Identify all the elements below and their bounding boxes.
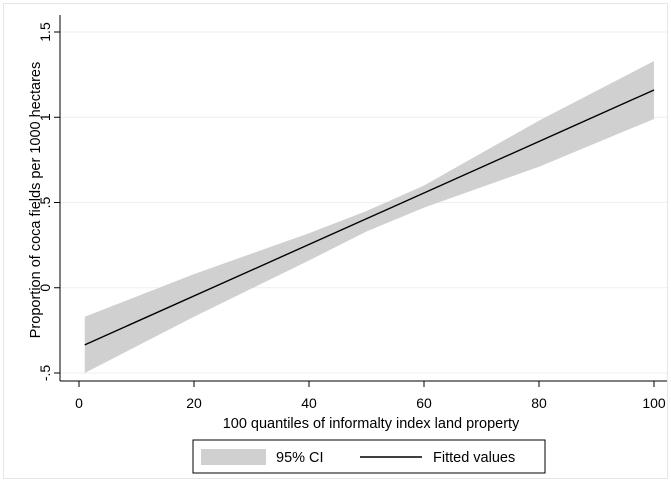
legend: 95% CI Fitted values: [192, 439, 546, 474]
legend-label-ci: 95% CI: [276, 450, 324, 466]
x-tick-label: 20: [186, 395, 202, 411]
x-tick-label: 60: [416, 395, 432, 411]
legend-swatch-ci: [201, 449, 266, 465]
x-axis-title: 100 quantiles of informalty index land p…: [223, 416, 520, 432]
y-tick-label: .5: [37, 196, 53, 208]
y-ticks: -.5 0 .5 1 1.5: [37, 22, 60, 381]
x-tick-label: 0: [75, 395, 83, 411]
outer-frame: [3, 3, 668, 479]
y-tick-label: -.5: [37, 365, 53, 382]
x-tick-label: 40: [301, 395, 317, 411]
axes: [59, 15, 667, 382]
fitted-line: [84, 89, 655, 346]
legend-label-fitted: Fitted values: [433, 450, 515, 466]
y-tick-label: 1: [37, 113, 53, 121]
x-tick-label: 80: [531, 395, 547, 411]
y-tick-label: 0: [37, 284, 53, 292]
x-tick-label: 100: [642, 395, 666, 411]
x-ticks: 0 20 40 60 80 100: [75, 381, 666, 411]
y-axis-title: Proportion of coca fields per 1000 hecta…: [28, 62, 44, 338]
fitted-line-layer: [84, 89, 655, 346]
y-tick-label: 1.5: [37, 22, 53, 42]
